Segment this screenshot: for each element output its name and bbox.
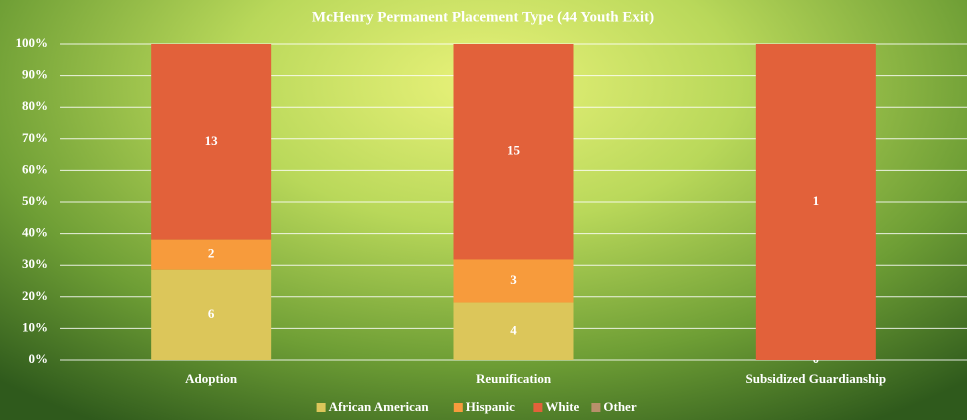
data-label: 4: [510, 322, 517, 337]
legend-label: White: [545, 399, 579, 414]
x-tick-label: Subsidized Guardianship: [746, 371, 887, 386]
legend-label: Hispanic: [466, 399, 515, 414]
legend-label: African American: [329, 399, 430, 414]
x-tick-label: Reunification: [476, 371, 552, 386]
data-label: 2: [208, 246, 215, 261]
legend-swatch: [453, 403, 463, 412]
y-tick-label: 30%: [22, 256, 48, 271]
y-tick-label: 0%: [29, 351, 49, 366]
y-tick-label: 80%: [22, 98, 48, 113]
y-tick-label: 10%: [22, 319, 48, 334]
chart-title: McHenry Permanent Placement Type (44 You…: [312, 9, 654, 25]
bar-segment: [453, 302, 574, 360]
y-tick-label: 70%: [22, 130, 48, 145]
y-tick-label: 40%: [22, 225, 48, 240]
legend-swatch: [533, 403, 543, 412]
y-tick-label: 90%: [22, 67, 48, 82]
legend-label: Other: [603, 399, 636, 414]
bar-segment: [151, 269, 272, 360]
bar-segment: [453, 259, 574, 303]
legend-swatch: [316, 403, 326, 412]
bar-segment: [151, 44, 272, 240]
bar-segment: [453, 44, 574, 260]
y-tick-label: 20%: [22, 288, 48, 303]
y-tick-label: 50%: [22, 193, 48, 208]
data-label: 13: [205, 133, 219, 148]
data-label: 1: [813, 193, 820, 208]
bar-segment: [151, 239, 272, 270]
x-tick-label: Adoption: [185, 371, 238, 386]
data-label: 6: [208, 306, 215, 321]
legend-swatch: [591, 403, 601, 412]
y-tick-label: 60%: [22, 161, 48, 176]
y-tick-label: 100%: [16, 35, 49, 50]
bar-segment: [755, 44, 876, 360]
data-label: 15: [507, 143, 521, 158]
data-label: 3: [510, 272, 517, 287]
